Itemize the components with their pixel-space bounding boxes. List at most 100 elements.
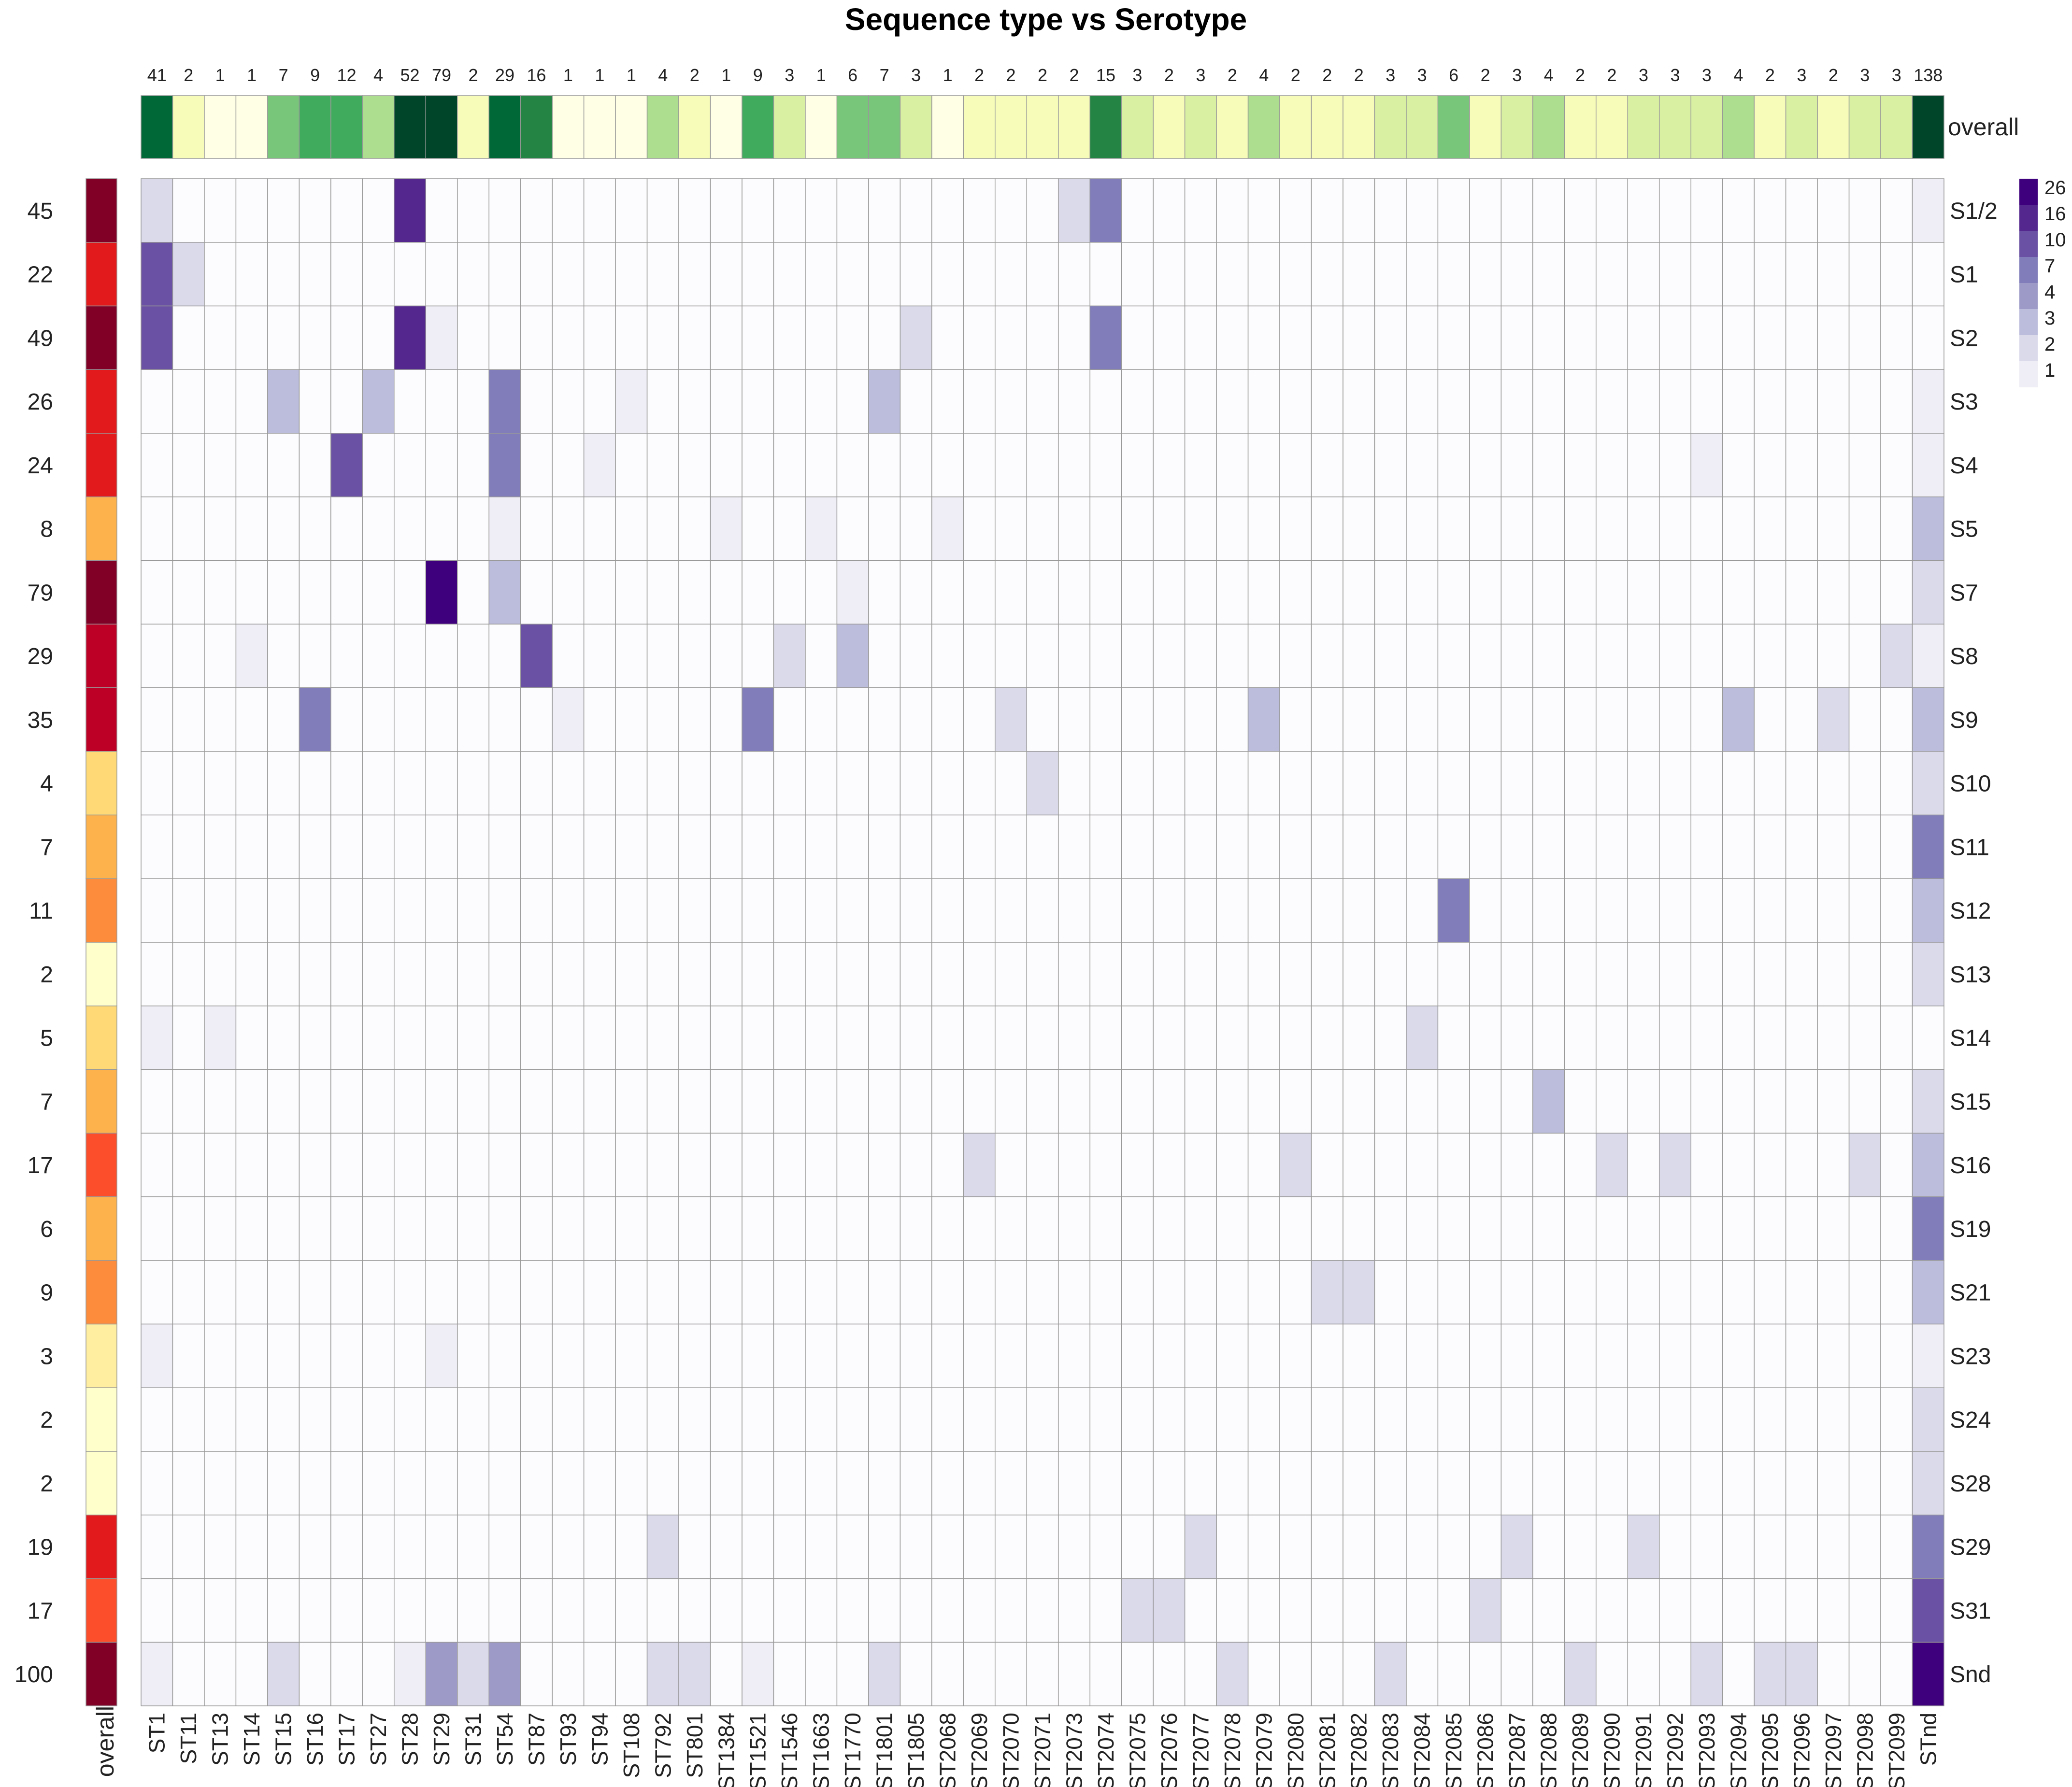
row-label: S2 xyxy=(1950,326,1978,351)
heatmap-cell xyxy=(457,1196,489,1261)
row-total-label: 2 xyxy=(40,962,53,988)
heatmap-cell xyxy=(1343,1578,1375,1643)
column-total-label: 138 xyxy=(1914,65,1943,85)
heatmap-cell xyxy=(868,1069,901,1134)
heatmap-cell xyxy=(742,433,774,497)
heatmap-cell xyxy=(520,1578,553,1643)
heatmap-cell xyxy=(1057,305,1090,370)
column-label: ST2089 xyxy=(1568,1713,1593,1787)
heatmap-cell xyxy=(963,433,996,497)
heatmap-cell xyxy=(742,1578,774,1643)
heatmap-cell xyxy=(836,1642,869,1706)
heatmap-cell xyxy=(1343,242,1375,307)
row-label: S14 xyxy=(1950,1026,1991,1051)
heatmap-cell xyxy=(1596,1515,1629,1579)
heatmap-cell xyxy=(995,1578,1028,1643)
heatmap-cell xyxy=(742,624,774,688)
heatmap-cell xyxy=(1627,1578,1660,1643)
heatmap-cell xyxy=(1785,624,1818,688)
heatmap-cell xyxy=(773,1387,806,1452)
heatmap-cell xyxy=(1500,1133,1533,1197)
heatmap-cell xyxy=(868,305,901,370)
heatmap-cell xyxy=(457,369,489,434)
row-total-cell xyxy=(86,1260,117,1325)
row-label: S19 xyxy=(1950,1217,1991,1242)
heatmap-cell xyxy=(1469,433,1502,497)
heatmap-cell xyxy=(457,1323,489,1388)
column-total-cell xyxy=(1026,95,1059,159)
heatmap-cell xyxy=(805,1260,838,1325)
heatmap-cell xyxy=(394,1069,427,1134)
column-total-cell xyxy=(1216,95,1249,159)
heatmap-cell xyxy=(1311,1069,1343,1134)
heatmap-cell xyxy=(1247,624,1280,688)
heatmap-cell xyxy=(1374,1515,1407,1579)
heatmap-cell xyxy=(267,1578,300,1643)
heatmap-cell xyxy=(1406,1578,1439,1643)
heatmap-cell xyxy=(1311,433,1343,497)
heatmap-cell xyxy=(1089,496,1122,561)
heatmap-cell xyxy=(805,1451,838,1516)
heatmap-cell xyxy=(1658,1196,1691,1261)
heatmap-cell xyxy=(267,1260,300,1325)
heatmap-cell xyxy=(931,242,964,307)
column-total-label: 6 xyxy=(848,65,857,85)
heatmap-cell xyxy=(1880,178,1913,243)
heatmap-cell xyxy=(1343,878,1375,943)
heatmap-cell xyxy=(1880,1323,1913,1388)
heatmap-cell xyxy=(330,560,363,624)
heatmap-cell xyxy=(1532,1006,1565,1070)
heatmap-cell xyxy=(1216,1260,1249,1325)
heatmap-cell xyxy=(1374,687,1407,752)
heatmap-cell xyxy=(1121,942,1154,1007)
heatmap-cell xyxy=(1089,1578,1122,1643)
heatmap-cell xyxy=(457,1578,489,1643)
heatmap-cell xyxy=(552,814,585,879)
heatmap-cell xyxy=(552,1451,585,1516)
heatmap-cell xyxy=(995,1069,1028,1134)
heatmap-cell xyxy=(1343,1133,1375,1197)
heatmap-cell xyxy=(1658,814,1691,879)
heatmap-cell xyxy=(1627,369,1660,434)
heatmap-cell xyxy=(1564,1069,1597,1134)
heatmap-cell xyxy=(172,942,205,1007)
heatmap-cell xyxy=(1564,242,1597,307)
heatmap-cell xyxy=(394,1260,427,1325)
heatmap-cell xyxy=(394,1323,427,1388)
heatmap-cell xyxy=(1754,1069,1786,1134)
heatmap-cell xyxy=(552,942,585,1007)
heatmap-cell xyxy=(1057,178,1090,243)
heatmap-cell xyxy=(995,624,1028,688)
column-total-cell xyxy=(900,95,932,159)
heatmap-cell xyxy=(1848,1196,1881,1261)
heatmap-cell xyxy=(1596,496,1629,561)
heatmap-cell xyxy=(1343,560,1375,624)
heatmap-cell xyxy=(204,687,237,752)
column-label: ST2076 xyxy=(1157,1713,1182,1787)
heatmap-cell xyxy=(805,942,838,1007)
heatmap-cell xyxy=(1311,496,1343,561)
heatmap-cell xyxy=(1596,178,1629,243)
heatmap-cell xyxy=(995,1451,1028,1516)
heatmap-cell xyxy=(995,560,1028,624)
row-total-label: 17 xyxy=(28,1153,53,1178)
heatmap-cell xyxy=(963,242,996,307)
heatmap-cell xyxy=(678,814,711,879)
column-total-label: 1 xyxy=(595,65,604,85)
heatmap-cell xyxy=(615,1069,648,1134)
heatmap-cell xyxy=(1912,305,1944,370)
heatmap-cell xyxy=(773,1260,806,1325)
heatmap-cell xyxy=(1500,178,1533,243)
heatmap-cell xyxy=(1343,751,1375,816)
heatmap-cell xyxy=(1184,1451,1217,1516)
heatmap-cell xyxy=(1785,1387,1818,1452)
heatmap-cell xyxy=(1026,369,1059,434)
heatmap-cell xyxy=(552,1642,585,1706)
heatmap-cell xyxy=(362,178,395,243)
heatmap-cell xyxy=(995,1642,1028,1706)
heatmap-cell xyxy=(425,1069,458,1134)
column-total-label: 2 xyxy=(690,65,700,85)
heatmap-cell xyxy=(710,433,743,497)
heatmap-cell xyxy=(1848,624,1881,688)
heatmap-cell xyxy=(235,560,268,624)
